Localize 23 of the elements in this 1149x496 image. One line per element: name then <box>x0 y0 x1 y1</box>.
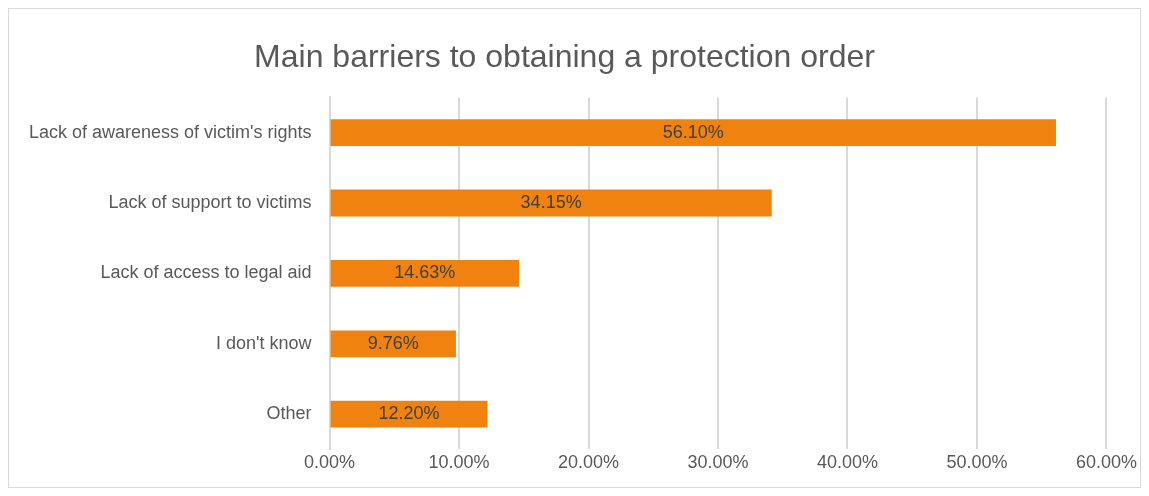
bar <box>330 260 519 287</box>
x-tick-label: 40.00% <box>816 452 879 473</box>
y-tick-label: Lack of access to legal aid <box>100 262 312 283</box>
x-tick-label: 30.00% <box>687 452 749 473</box>
data-label: 12.20% <box>378 403 440 424</box>
x-tick-label: 10.00% <box>428 452 490 473</box>
data-label: 34.15% <box>520 191 582 212</box>
y-tick-label: Lack of awareness of victim's rights <box>29 121 312 142</box>
x-tick-label: 20.00% <box>557 452 620 473</box>
y-tick-label: Other <box>266 403 312 424</box>
bar <box>330 119 1056 146</box>
x-tick-label: 0.00% <box>304 452 356 473</box>
bar <box>330 400 488 428</box>
bar <box>330 189 772 217</box>
chart-title: Main barriers to obtaining a protection order <box>254 38 876 75</box>
x-tick-label: 60.00% <box>1075 452 1138 473</box>
y-tick-label: Lack of support to victims <box>108 191 312 212</box>
x-tick-label: 50.00% <box>946 452 1008 473</box>
data-label: 56.10% <box>662 121 724 142</box>
data-label: 14.63% <box>394 262 456 283</box>
y-tick-label: I don't know <box>216 332 313 353</box>
bar <box>330 330 456 358</box>
data-label: 9.76% <box>367 332 419 353</box>
